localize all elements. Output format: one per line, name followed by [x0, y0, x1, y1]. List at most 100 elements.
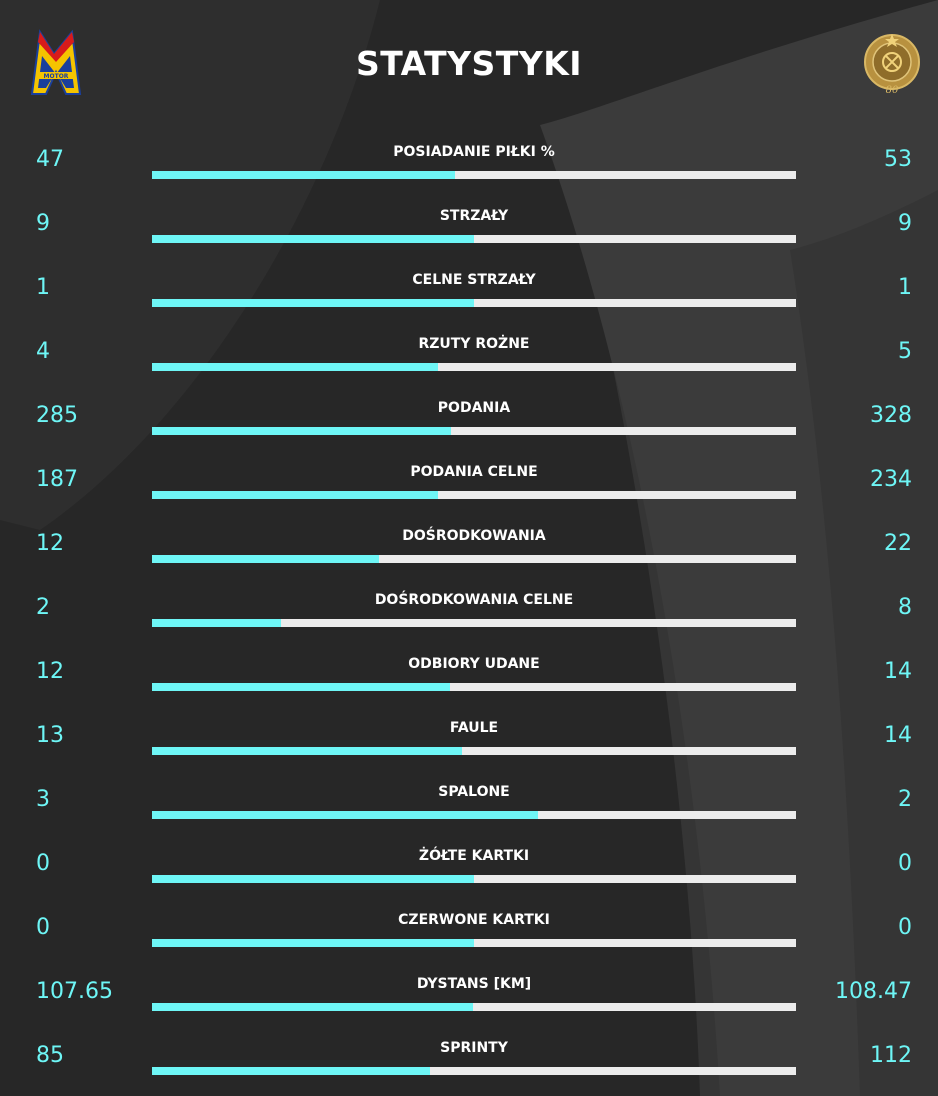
stat-label: PODANIA CELNE	[410, 464, 538, 480]
away-value: 9	[898, 211, 912, 236]
home-value: 12	[36, 531, 64, 556]
home-share-fill	[152, 811, 539, 819]
header: MOTOR STATYSTYKI 80	[0, 0, 938, 130]
home-value: 4	[36, 339, 50, 364]
comparison-bar	[152, 171, 796, 179]
comparison-bar	[152, 1067, 796, 1075]
home-share-fill	[152, 939, 474, 947]
stat-label: ODBIORY UDANE	[408, 656, 540, 672]
stat-row: 85 SPRINTY 112	[0, 1024, 938, 1088]
home-value: 285	[36, 403, 78, 428]
away-value: 0	[898, 915, 912, 940]
stat-label: PODANIA	[437, 400, 511, 416]
away-value: 8	[898, 595, 912, 620]
stat-label: DYSTANS [KM]	[416, 976, 532, 992]
comparison-bar	[152, 1003, 796, 1011]
stat-label: RZUTY ROŻNE	[418, 336, 530, 352]
home-logo-text: MOTOR	[44, 73, 69, 80]
home-share-fill	[152, 491, 438, 499]
comparison-bar	[152, 811, 796, 819]
comparison-bar	[152, 683, 796, 691]
stat-row: 2 DOŚRODKOWANIA CELNE 8	[0, 576, 938, 640]
stat-label: ŻÓŁTE KARTKI	[418, 848, 530, 864]
stat-row: 0 ŻÓŁTE KARTKI 0	[0, 832, 938, 896]
home-share-fill	[152, 875, 474, 883]
stat-row: 1 CELNE STRZAŁY 1	[0, 256, 938, 320]
comparison-bar	[152, 235, 796, 243]
home-value: 9	[36, 211, 50, 236]
away-value: 53	[884, 147, 912, 172]
home-value: 0	[36, 915, 50, 940]
stat-row: 285 PODANIA 328	[0, 384, 938, 448]
stat-row: 3 SPALONE 2	[0, 768, 938, 832]
away-value: 14	[884, 723, 912, 748]
stat-row: 12 ODBIORY UDANE 14	[0, 640, 938, 704]
away-value: 234	[870, 467, 912, 492]
stat-label: STRZAŁY	[439, 208, 509, 224]
stat-row: 47 POSIADANIE PIŁKI % 53	[0, 128, 938, 192]
stat-label: SPRINTY	[440, 1040, 508, 1056]
stat-label: FAULE	[449, 720, 499, 736]
home-value: 107.65	[36, 979, 113, 1004]
stats-list: 47 POSIADANIE PIŁKI % 53 9 STRZAŁY 9 1 CELNE ST…	[0, 128, 938, 1088]
away-value: 0	[898, 851, 912, 876]
home-share-fill	[152, 363, 438, 371]
stat-row: 187 PODANIA CELNE 234	[0, 448, 938, 512]
stat-label: CZERWONE KARTKI	[398, 912, 550, 928]
away-value: 5	[898, 339, 912, 364]
stat-row: 12 DOŚRODKOWANIA 22	[0, 512, 938, 576]
away-value: 14	[884, 659, 912, 684]
motor-lublin-crest-icon: MOTOR	[30, 29, 82, 95]
stat-row: 4 RZUTY ROŻNE 5	[0, 320, 938, 384]
home-value: 12	[36, 659, 64, 684]
home-value: 0	[36, 851, 50, 876]
home-share-fill	[152, 1067, 430, 1075]
home-value: 13	[36, 723, 64, 748]
gold-anniversary-crest-icon: 80	[864, 34, 920, 96]
comparison-bar	[152, 427, 796, 435]
away-logo-text: 80	[886, 85, 899, 96]
home-share-fill	[152, 555, 380, 563]
away-value: 112	[870, 1043, 912, 1068]
home-share-fill	[152, 747, 462, 755]
away-value: 2	[898, 787, 912, 812]
comparison-bar	[152, 299, 796, 307]
away-team-logo: 80	[862, 30, 922, 96]
comparison-bar	[152, 363, 796, 371]
stat-label: DOŚRODKOWANIA CELNE	[374, 592, 574, 608]
comparison-bar	[152, 555, 796, 563]
stat-label: DOŚRODKOWANIA	[402, 528, 546, 544]
away-value: 1	[898, 275, 912, 300]
stat-row: 13 FAULE 14	[0, 704, 938, 768]
home-value: 2	[36, 595, 50, 620]
home-value: 47	[36, 147, 64, 172]
home-share-fill	[152, 299, 474, 307]
away-value: 22	[884, 531, 912, 556]
home-value: 3	[36, 787, 50, 812]
home-share-fill	[152, 235, 474, 243]
home-team-logo: MOTOR	[30, 28, 82, 96]
stat-row: 0 CZERWONE KARTKI 0	[0, 896, 938, 960]
comparison-bar	[152, 875, 796, 883]
comparison-bar	[152, 491, 796, 499]
home-value: 85	[36, 1043, 64, 1068]
stat-label: CELNE STRZAŁY	[412, 272, 536, 288]
home-value: 1	[36, 275, 50, 300]
home-value: 187	[36, 467, 78, 492]
stat-row: 9 STRZAŁY 9	[0, 192, 938, 256]
stat-label: POSIADANIE PIŁKI %	[393, 144, 555, 160]
stat-label: SPALONE	[438, 784, 510, 800]
away-value: 328	[870, 403, 912, 428]
comparison-bar	[152, 619, 796, 627]
comparison-bar	[152, 939, 796, 947]
home-share-fill	[152, 427, 452, 435]
home-share-fill	[152, 1003, 473, 1011]
home-share-fill	[152, 619, 281, 627]
page-title: STATYSTYKI	[355, 44, 583, 83]
comparison-bar	[152, 747, 796, 755]
home-share-fill	[152, 171, 455, 179]
away-value: 108.47	[835, 979, 912, 1004]
stat-row: 107.65 DYSTANS [KM] 108.47	[0, 960, 938, 1024]
home-share-fill	[152, 683, 450, 691]
